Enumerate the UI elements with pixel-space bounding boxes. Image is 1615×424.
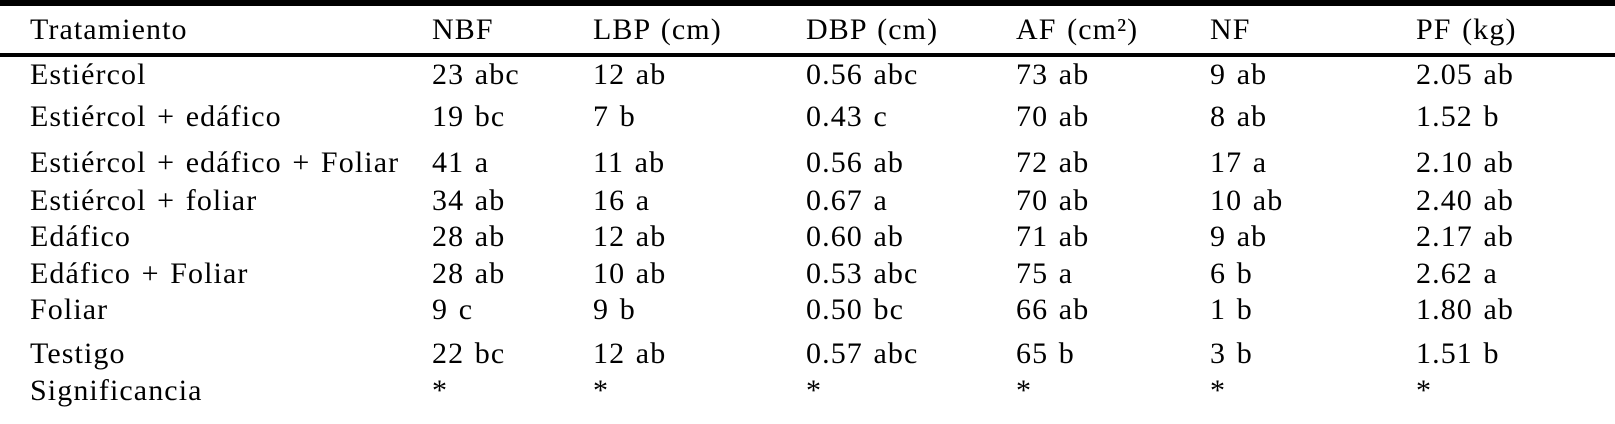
cell-nf: 6 b bbox=[1210, 257, 1253, 290]
cell-lbp: 12 ab bbox=[593, 57, 667, 91]
cell-pf: 2.17 ab bbox=[1416, 221, 1515, 253]
cell-dbp: 0.67 a bbox=[806, 183, 888, 217]
cell-nbf: 34 ab bbox=[432, 183, 506, 217]
cell-tratamiento: Estiércol + foliar bbox=[30, 183, 258, 217]
cell-pf: 1.52 b bbox=[1416, 99, 1500, 133]
cell-nf: 9 ab bbox=[1210, 221, 1268, 253]
table-row-significance: Significancia * * * * * * bbox=[0, 375, 1615, 424]
column-header-nbf: NBF bbox=[432, 3, 593, 57]
cell-lbp: * bbox=[593, 374, 610, 407]
cell-af: 72 ab bbox=[1016, 145, 1090, 179]
cell-af: 73 ab bbox=[1016, 57, 1090, 91]
cell-af: * bbox=[1016, 374, 1033, 407]
cell-pf: 1.80 ab bbox=[1416, 294, 1515, 326]
cell-af: 75 a bbox=[1016, 257, 1074, 290]
cell-lbp: 16 a bbox=[593, 183, 651, 217]
cell-lbp: 12 ab bbox=[593, 337, 667, 370]
cell-lbp: 9 b bbox=[593, 294, 636, 326]
cell-dbp: 0.50 bc bbox=[806, 294, 905, 326]
cell-nf: 9 ab bbox=[1210, 57, 1268, 91]
cell-dbp: 0.56 ab bbox=[806, 145, 905, 179]
cell-pf: 2.40 ab bbox=[1416, 183, 1515, 217]
cell-nbf: 28 ab bbox=[432, 257, 506, 290]
cell-tratamiento: Significancia bbox=[30, 374, 203, 407]
cell-dbp: 0.43 c bbox=[806, 99, 888, 133]
cell-nbf: 9 c bbox=[432, 294, 474, 326]
cell-lbp: 7 b bbox=[593, 99, 636, 133]
cell-dbp: * bbox=[806, 374, 823, 407]
column-header-af: AF (cm²) bbox=[1016, 3, 1210, 57]
cell-pf: 2.10 ab bbox=[1416, 145, 1515, 179]
cell-tratamiento: Testigo bbox=[30, 337, 126, 370]
cell-lbp: 12 ab bbox=[593, 221, 667, 253]
cell-pf: 2.62 a bbox=[1416, 257, 1498, 290]
column-header-tratamiento: Tratamiento bbox=[0, 3, 432, 57]
cell-dbp: 0.57 abc bbox=[806, 337, 919, 370]
cell-nf: 17 a bbox=[1210, 145, 1268, 179]
cell-nbf: 28 ab bbox=[432, 221, 506, 253]
table-row: Edáfico 28 ab 12 ab 0.60 ab 71 ab 9 ab 2… bbox=[0, 221, 1615, 258]
column-header-nf: NF bbox=[1210, 3, 1416, 57]
table-row: Estiércol + edáfico + Foliar 41 a 11 ab … bbox=[0, 137, 1615, 183]
cell-tratamiento: Estiércol + edáfico bbox=[30, 99, 282, 133]
table-row: Foliar 9 c 9 b 0.50 bc 66 ab 1 b 1.80 ab bbox=[0, 294, 1615, 331]
cell-af: 71 ab bbox=[1016, 221, 1090, 253]
cell-nbf: 19 bc bbox=[432, 99, 506, 133]
table-row: Estiércol + edáfico 19 bc 7 b 0.43 c 70 … bbox=[0, 95, 1615, 137]
column-header-pf: PF (kg) bbox=[1416, 3, 1615, 57]
cell-nbf: * bbox=[432, 374, 449, 407]
table-row: Estiércol + foliar 34 ab 16 a 0.67 a 70 … bbox=[0, 183, 1615, 221]
cell-nf: * bbox=[1210, 374, 1227, 407]
cell-pf: 2.05 ab bbox=[1416, 57, 1515, 91]
table-row: Testigo 22 bc 12 ab 0.57 abc 65 b 3 b 1.… bbox=[0, 331, 1615, 375]
cell-nf: 10 ab bbox=[1210, 183, 1284, 217]
cell-lbp: 11 ab bbox=[593, 145, 666, 179]
table-header: Tratamiento NBF LBP (cm) DBP (cm) AF (cm… bbox=[0, 3, 1615, 57]
cell-tratamiento: Foliar bbox=[30, 294, 109, 326]
header-row: Tratamiento NBF LBP (cm) DBP (cm) AF (cm… bbox=[0, 3, 1615, 57]
cell-pf: 1.51 b bbox=[1416, 337, 1500, 370]
cell-nbf: 23 abc bbox=[432, 57, 520, 91]
column-header-lbp: LBP (cm) bbox=[593, 3, 806, 57]
table-row: Edáfico + Foliar 28 ab 10 ab 0.53 abc 75… bbox=[0, 258, 1615, 295]
cell-nf: 8 ab bbox=[1210, 99, 1268, 133]
column-header-dbp: DBP (cm) bbox=[806, 3, 1016, 57]
cell-af: 70 ab bbox=[1016, 99, 1090, 133]
cell-tratamiento: Estiércol bbox=[30, 57, 147, 91]
cell-dbp: 0.60 ab bbox=[806, 221, 905, 253]
cell-dbp: 0.53 abc bbox=[806, 257, 919, 290]
cell-pf: * bbox=[1416, 374, 1433, 407]
cell-af: 65 b bbox=[1016, 337, 1075, 370]
cell-nbf: 22 bc bbox=[432, 337, 506, 370]
cell-nf: 1 b bbox=[1210, 294, 1253, 326]
table-row: Estiércol 23 abc 12 ab 0.56 abc 73 ab 9 … bbox=[0, 55, 1615, 95]
cell-nf: 3 b bbox=[1210, 337, 1253, 370]
table-body: Estiércol 23 abc 12 ab 0.56 abc 73 ab 9 … bbox=[0, 55, 1615, 424]
cell-nbf: 41 a bbox=[432, 145, 490, 179]
cell-tratamiento: Edáfico + Foliar bbox=[30, 257, 249, 290]
cell-af: 66 ab bbox=[1016, 294, 1090, 326]
cell-lbp: 10 ab bbox=[593, 257, 667, 290]
cell-af: 70 ab bbox=[1016, 183, 1090, 217]
cell-dbp: 0.56 abc bbox=[806, 57, 919, 91]
cell-tratamiento: Estiércol + edáfico + Foliar bbox=[30, 145, 400, 179]
cell-tratamiento: Edáfico bbox=[30, 221, 131, 253]
